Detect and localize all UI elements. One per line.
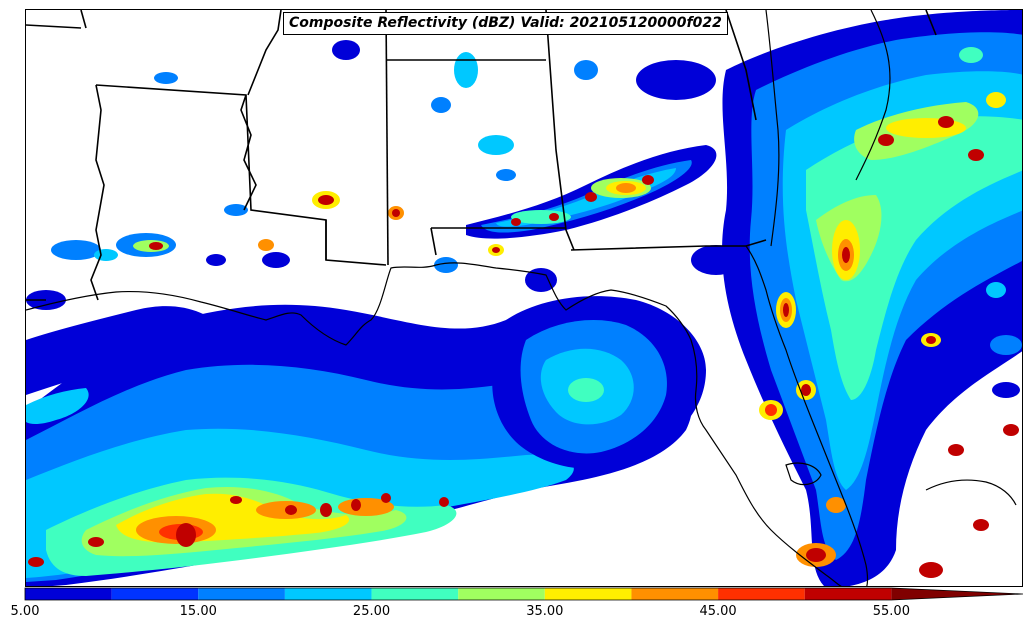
reflectivity-map-canvas [26, 10, 1022, 586]
eastern-gulf-precip [492, 296, 706, 469]
colorbar-bin [718, 588, 805, 600]
colorbar-outline [24, 587, 1024, 601]
colorbar-bin [891, 588, 1023, 600]
alabama-georgia-line [466, 145, 717, 239]
colorbar-tick-label: 5.00 [10, 604, 40, 619]
colorbar-tick-label: 15.00 [179, 604, 217, 619]
coastlines [26, 10, 1017, 586]
colorbar-bin [198, 588, 285, 600]
state-borders [26, 10, 937, 301]
colorbar-bin [111, 588, 199, 600]
colorbar-tick-label: 55.00 [872, 604, 910, 619]
colorbar [24, 587, 1024, 601]
colorbar-bin [284, 588, 372, 600]
colorbar-bin [804, 588, 892, 600]
colorbar-bin [544, 588, 632, 600]
reflectivity-map [25, 9, 1023, 587]
florida-atlantic-precip [722, 10, 1022, 586]
colorbar-bin [25, 588, 112, 600]
colorbar-bins [24, 587, 1024, 601]
colorbar-bin [458, 588, 545, 600]
colorbar-bin [631, 588, 719, 600]
colorbar-tick-label: 35.00 [526, 604, 564, 619]
colorbar-bin [371, 588, 459, 600]
colorbar-tick-label: 25.00 [352, 604, 391, 619]
map-title: Composite Reflectivity (dBZ) Valid: 2021… [283, 12, 728, 35]
colorbar-tick-label: 45.00 [699, 604, 737, 619]
